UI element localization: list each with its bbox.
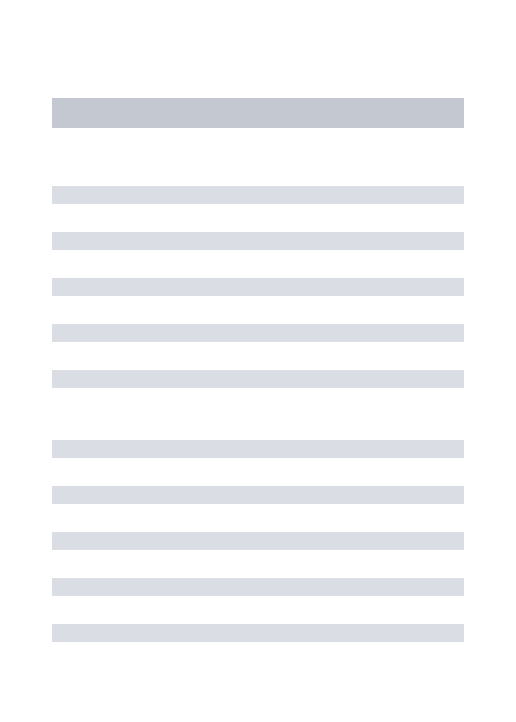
skeleton-group-2 (52, 440, 464, 642)
skeleton-line (52, 370, 464, 388)
skeleton-group-1 (52, 186, 464, 388)
skeleton-line (52, 624, 464, 642)
skeleton-line (52, 532, 464, 550)
skeleton-line (52, 324, 464, 342)
spacer (52, 416, 464, 440)
skeleton-line (52, 578, 464, 596)
skeleton-container (0, 0, 516, 722)
skeleton-line (52, 186, 464, 204)
skeleton-line (52, 440, 464, 458)
spacer (52, 128, 464, 186)
skeleton-line (52, 278, 464, 296)
skeleton-header (52, 98, 464, 128)
skeleton-line (52, 486, 464, 504)
skeleton-line (52, 232, 464, 250)
